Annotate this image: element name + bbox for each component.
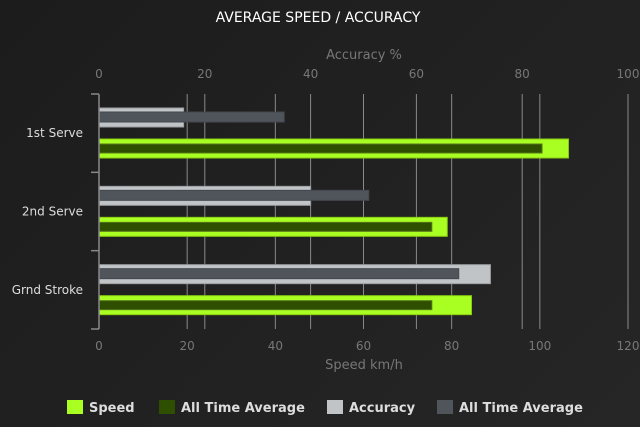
bottom-axis-tick-label: 20: [180, 339, 195, 353]
bottom-axis-tick-label: 80: [444, 339, 459, 353]
chart-title: AVERAGE SPEED / ACCURACY: [216, 10, 421, 26]
legend-label[interactable]: All Time Average: [459, 401, 583, 416]
top-axis-tick-label: 60: [409, 67, 424, 81]
bottom-axis-tick-label: 100: [528, 339, 551, 353]
legend-label[interactable]: Accuracy: [349, 401, 416, 416]
bar-accuracy-all-time-average: [98, 111, 285, 123]
top-axis-tick-label: 80: [515, 67, 530, 81]
legend-label[interactable]: All Time Average: [181, 401, 305, 416]
bottom-axis-tick-label: 0: [95, 339, 103, 353]
legend-swatch: [437, 400, 453, 414]
bottom-axis-tick-label: 60: [356, 339, 371, 353]
category-label: 1st Serve: [26, 126, 83, 140]
bottom-axis-tick-label: 40: [268, 339, 283, 353]
top-axis-tick-label: 40: [303, 67, 318, 81]
bar-speed-all-time-average: [98, 143, 543, 154]
legend-swatch: [67, 400, 83, 414]
top-axis-tick-label: 20: [197, 67, 212, 81]
bar-speed-all-time-average: [98, 221, 433, 232]
legend-swatch: [159, 400, 175, 414]
category-label: Grnd Stroke: [12, 283, 83, 297]
legend-swatch: [327, 400, 343, 414]
bar-accuracy-all-time-average: [98, 268, 460, 280]
category-label: 2nd Serve: [22, 205, 83, 219]
bar-speed-all-time-average: [98, 300, 433, 311]
bottom-axis-tick-label: 120: [617, 339, 640, 353]
bar-accuracy-all-time-average: [98, 189, 370, 201]
bottom-axis-label: Speed km/h: [325, 358, 403, 373]
top-axis-tick-label: 0: [95, 67, 103, 81]
top-axis-tick-label: 100: [617, 67, 640, 81]
legend-label[interactable]: Speed: [89, 401, 135, 416]
top-axis-label: Accuracy %: [326, 48, 402, 63]
